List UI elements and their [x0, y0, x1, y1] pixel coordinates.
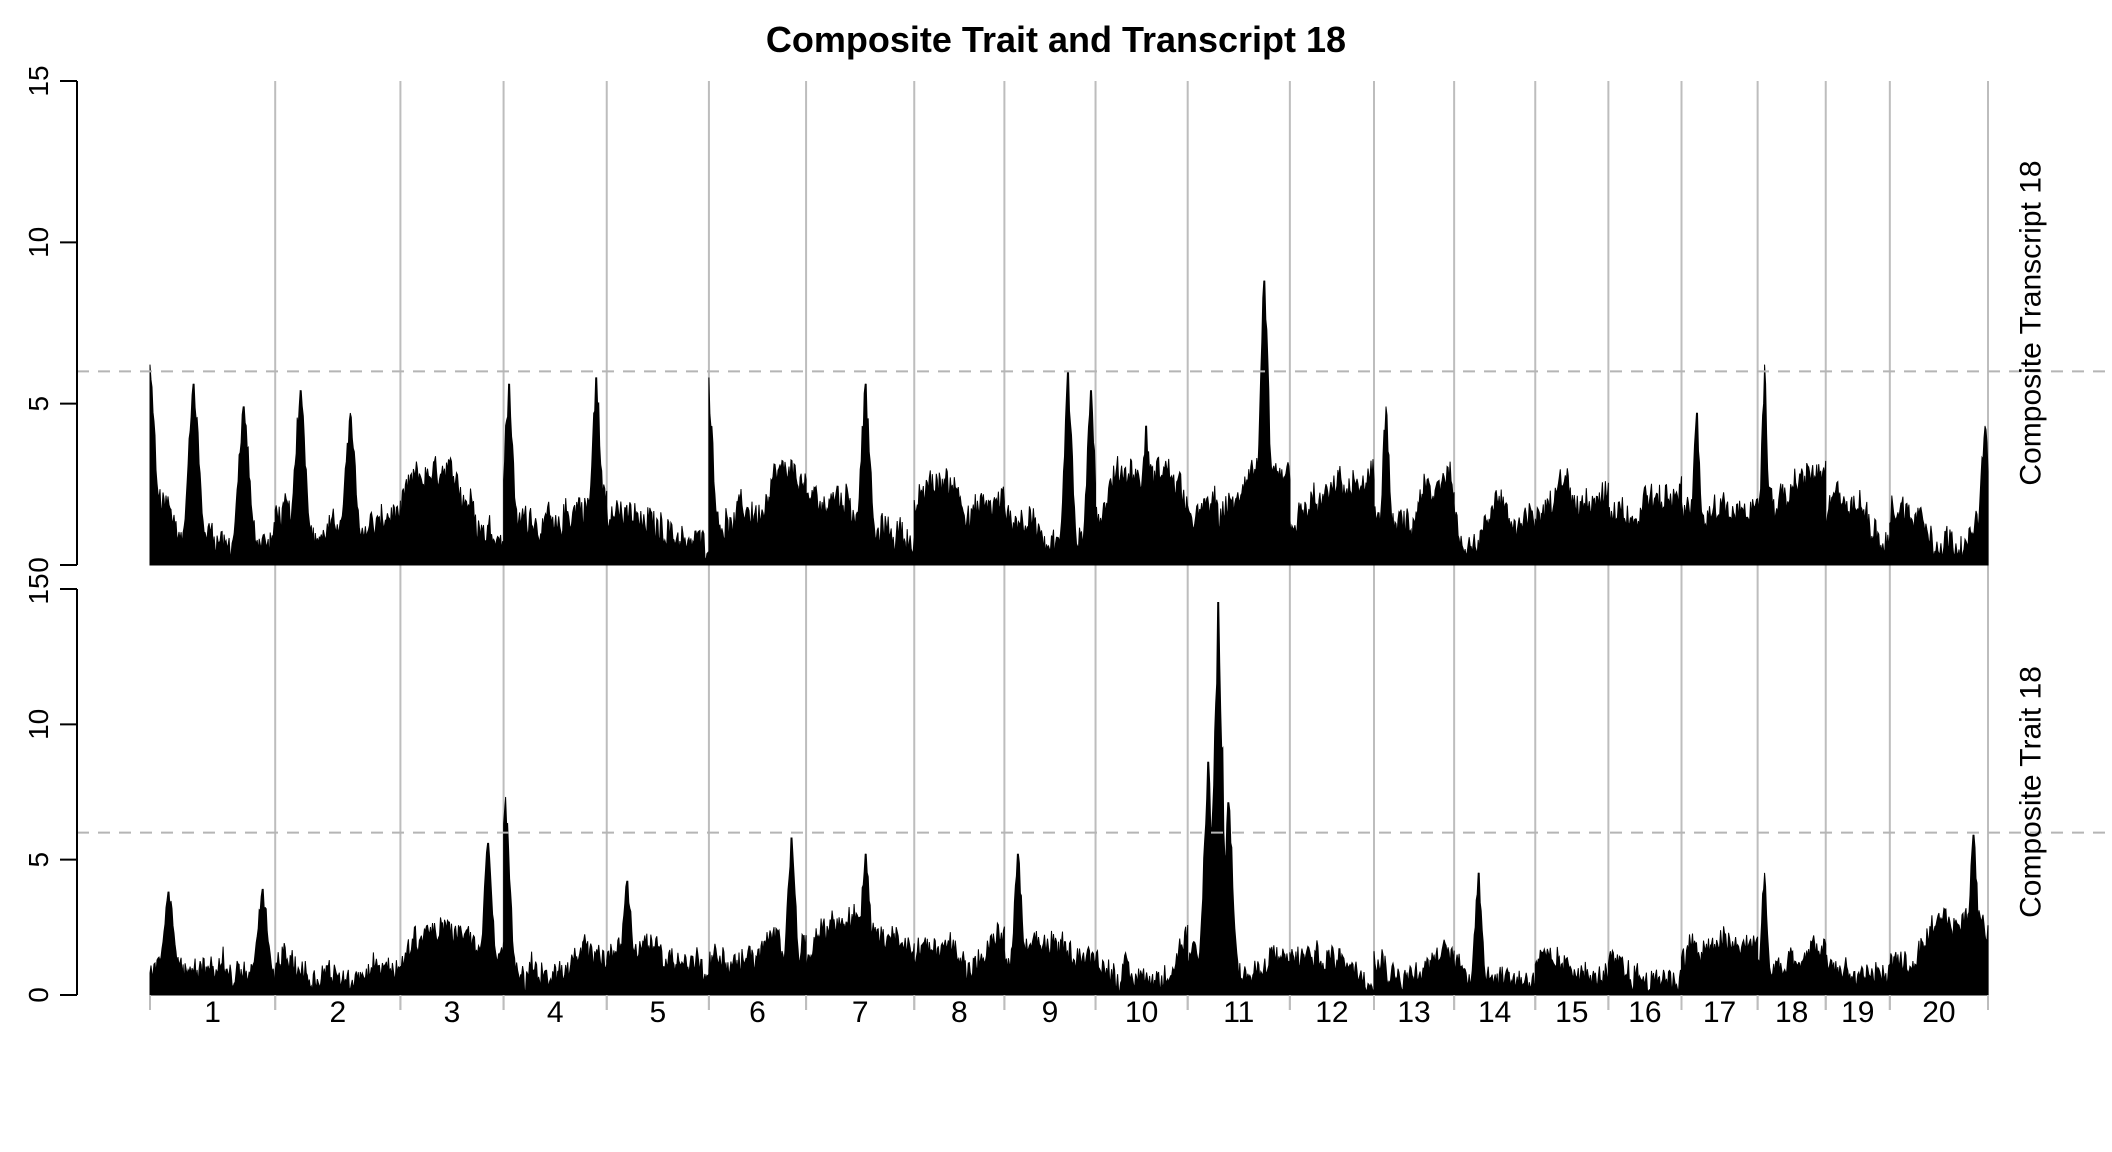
peak-point-panel-2-13	[1763, 872, 1765, 874]
y-tick-label-panel-2-15: 15	[23, 573, 54, 604]
chromosome-label-13: 13	[1397, 996, 1430, 1029]
peak-point-panel-1-17	[1984, 425, 1986, 427]
chromosome-label-9: 9	[1042, 996, 1059, 1029]
peak-point-panel-1-6	[508, 383, 510, 385]
chromosome-label-2: 2	[329, 996, 346, 1029]
y-tick-label-panel-1-5: 5	[23, 396, 54, 412]
panel-label-2: Composite Trait 18	[2015, 666, 2048, 918]
peak-point-panel-2-5	[626, 880, 628, 882]
threshold-layer	[77, 370, 2112, 834]
y-tick-label-panel-2-5: 5	[23, 852, 54, 868]
label-layer: 1 2 3 4 5 6 7 8 9 10 11 12 13 14 15 16 17 18 19 20Composite…	[204, 160, 2047, 1029]
panel-label-1: Composite Transcript 18	[2015, 160, 2048, 485]
peak-point-panel-1-12	[1145, 425, 1147, 427]
y-tick-label-panel-2-10: 10	[23, 709, 54, 740]
chart-title: Composite Trait and Transcript 18	[766, 19, 1346, 60]
peak-point-panel-1-4	[299, 390, 301, 392]
peak-point-panel-1-8	[708, 377, 710, 379]
peak-point-panel-1-9	[865, 383, 867, 385]
chromosome-label-17: 17	[1703, 996, 1736, 1029]
chromosome-label-5: 5	[649, 996, 666, 1029]
peak-point-panel-2-7	[865, 853, 867, 855]
peak-point-panel-2-2	[262, 888, 264, 890]
chromosome-label-14: 14	[1478, 996, 1511, 1029]
peak-point-panel-1-2	[193, 383, 195, 385]
peak-point-panel-2-9	[1207, 761, 1209, 763]
peak-point-panel-1-1	[149, 364, 151, 366]
peak-point-panel-2-12	[1477, 872, 1479, 874]
chromosome-label-10: 10	[1125, 996, 1158, 1029]
chromosome-label-4: 4	[547, 996, 564, 1029]
y-tick-label-panel-1-0: 0	[23, 557, 54, 573]
peak-point-panel-1-11	[1090, 390, 1092, 392]
chromosome-label-3: 3	[444, 996, 461, 1029]
chromosome-label-16: 16	[1628, 996, 1661, 1029]
peak-point-panel-1-7	[595, 377, 597, 379]
y-tick-label-panel-1-10: 10	[23, 227, 54, 258]
chromosome-label-1: 1	[204, 996, 221, 1029]
peak-point-panel-2-3	[487, 842, 489, 844]
chromosome-label-7: 7	[852, 996, 869, 1029]
peak-point-panel-1-5	[349, 412, 351, 414]
y-tick-label-panel-1-15: 15	[23, 65, 54, 96]
chromosome-label-15: 15	[1555, 996, 1588, 1029]
peak-point-panel-1-16	[1763, 364, 1765, 366]
peak-point-panel-1-3	[243, 406, 245, 408]
chromosome-label-11: 11	[1223, 996, 1254, 1029]
lod-profile-composite-trait-18	[149, 602, 1989, 996]
peak-point-panel-2-10	[1217, 602, 1219, 604]
chromosome-label-6: 6	[749, 996, 766, 1029]
peak-point-panel-1-15	[1696, 412, 1698, 414]
chromosome-label-18: 18	[1775, 996, 1808, 1029]
lod-profile-composite-transcript-18	[149, 280, 1989, 566]
peak-point-panel-2-11	[1228, 802, 1230, 804]
chromosome-label-8: 8	[951, 996, 968, 1029]
peak-point-panel-2-4	[505, 796, 507, 798]
chromosome-label-20: 20	[1922, 996, 1955, 1029]
peak-point-panel-2-6	[790, 837, 792, 839]
series-layer	[149, 280, 1989, 996]
peak-point-panel-1-13	[1263, 280, 1265, 282]
peak-point-panel-2-1	[168, 891, 170, 893]
chromosome-label-12: 12	[1315, 996, 1348, 1029]
chromosome-label-19: 19	[1841, 996, 1874, 1029]
peak-point-panel-2-14	[1972, 834, 1974, 836]
peak-point-panel-1-14	[1385, 406, 1387, 408]
peak-point-panel-2-8	[1017, 853, 1019, 855]
y-tick-label-panel-2-0: 0	[23, 987, 54, 1003]
